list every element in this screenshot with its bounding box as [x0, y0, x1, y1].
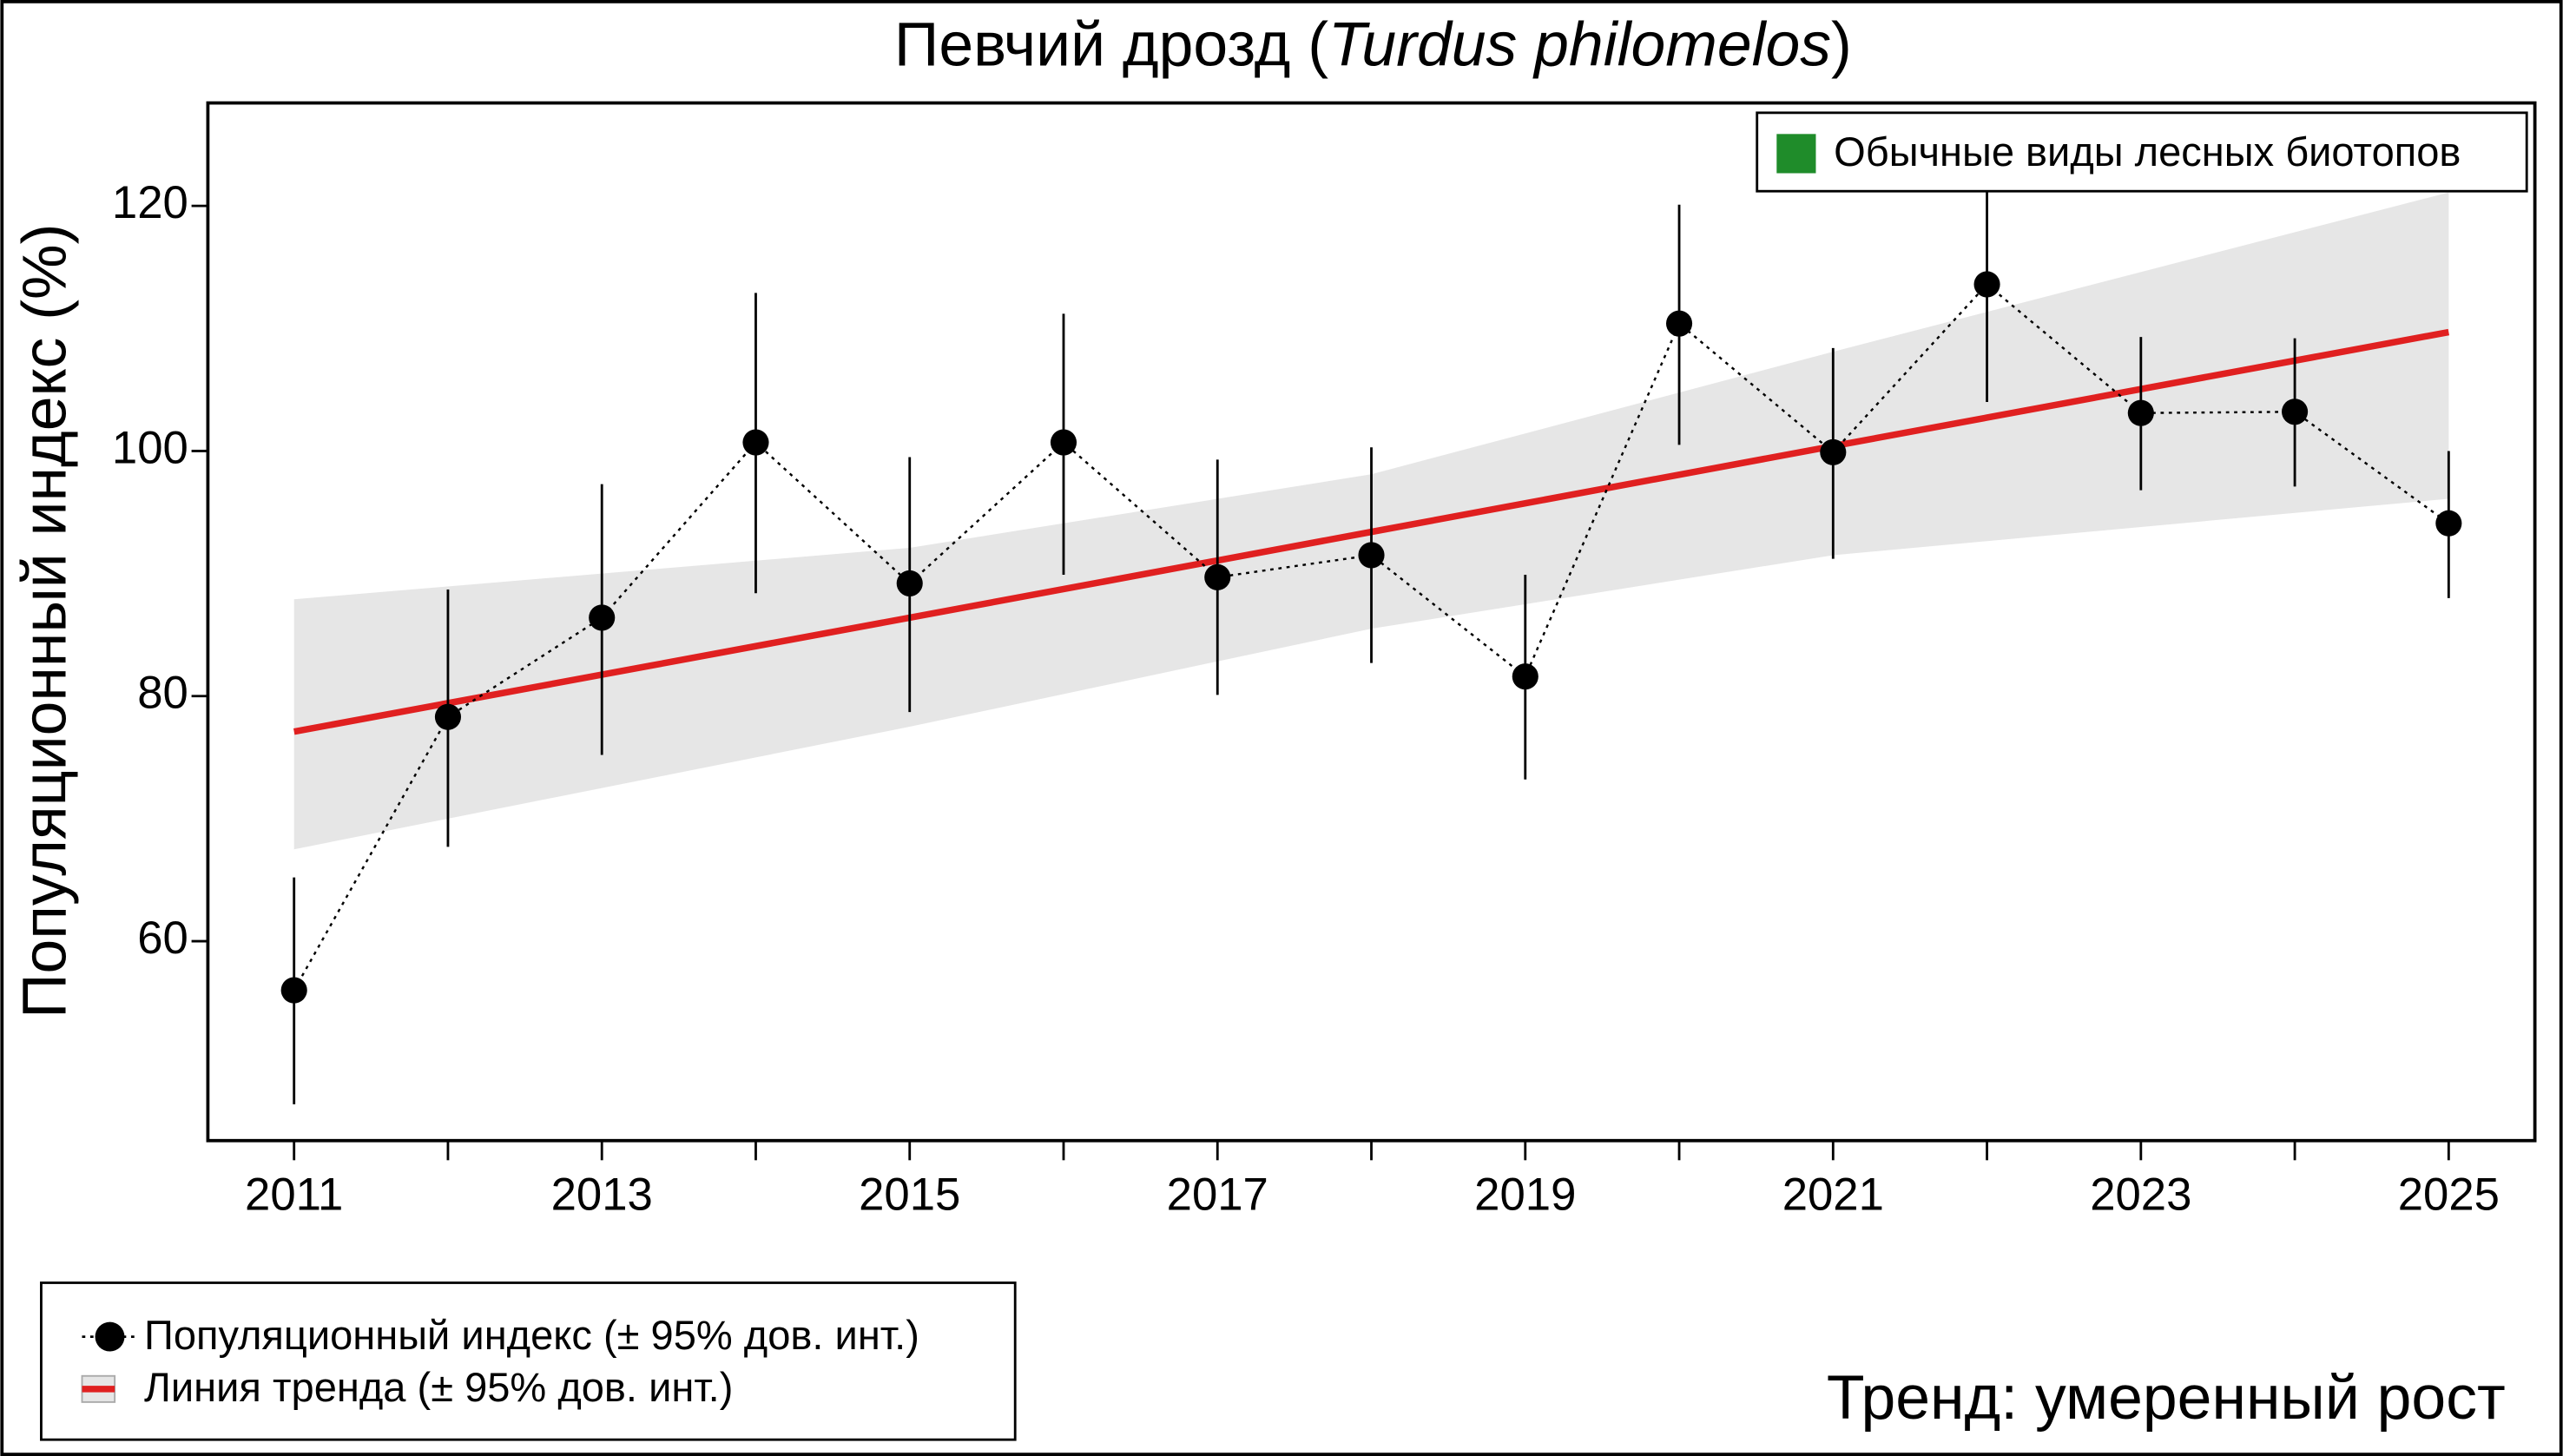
index-point: [1512, 663, 1538, 690]
y-tick-label: 60: [137, 912, 188, 964]
index-point: [280, 977, 307, 1004]
x-tick-label: 2017: [1167, 1169, 1268, 1221]
index-point: [1050, 429, 1077, 456]
x-tick-label: 2015: [859, 1169, 960, 1221]
index-point: [434, 703, 462, 730]
y-axis-label: Популяционный индекс (%): [10, 224, 80, 1018]
index-point: [742, 429, 769, 456]
title-text: ): [1831, 10, 1852, 79]
legend-box: [40, 1281, 1017, 1441]
index-point: [2127, 399, 2154, 426]
legend-label: Линия тренда (± 95% дов. инт.): [144, 1364, 733, 1410]
trend-label: Тренд: умеренный рост: [1827, 1363, 2506, 1433]
plot-frame: [206, 101, 2537, 1143]
legend-marker: [95, 1321, 125, 1352]
index-point: [1358, 542, 1385, 569]
index-point: [1973, 271, 2000, 298]
group-legend-swatch: [1776, 134, 1816, 174]
y-tick-label: 80: [137, 668, 188, 719]
x-tick-label: 2021: [1782, 1169, 1884, 1221]
index-point: [589, 604, 616, 631]
index-point: [1204, 563, 1231, 590]
title-species: Turdus philomelos: [1328, 10, 1831, 79]
x-tick-label: 2023: [2090, 1169, 2191, 1221]
x-tick-label: 2025: [2398, 1169, 2500, 1221]
index-point: [1820, 438, 1847, 465]
group-legend-label: Обычные виды лесных биотопов: [1834, 128, 2461, 175]
x-tick-label: 2019: [1474, 1169, 1576, 1221]
index-line: [293, 282, 2450, 992]
plot-area: [280, 185, 2462, 1104]
axes: 60 80 100 120 2011 2013 2015 2017 2019 2021 2023 20…: [112, 177, 2500, 1220]
index-point: [896, 570, 923, 596]
y-tick-label: 120: [112, 177, 188, 228]
y-tick-label: 100: [112, 422, 188, 473]
title-text: Певчий дрозд (: [894, 10, 1328, 79]
chart-title: Певчий дрозд (Turdus philomelos): [894, 10, 1852, 79]
x-tick-label: 2013: [551, 1169, 653, 1221]
legend-label: Популяционный индекс (± 95% дов. инт.): [144, 1312, 919, 1358]
group-legend-box: [1756, 111, 2528, 193]
index-point: [1665, 310, 1693, 337]
index-point: [2435, 510, 2462, 537]
index-point: [2282, 399, 2309, 425]
x-tick-label: 2011: [245, 1169, 343, 1221]
